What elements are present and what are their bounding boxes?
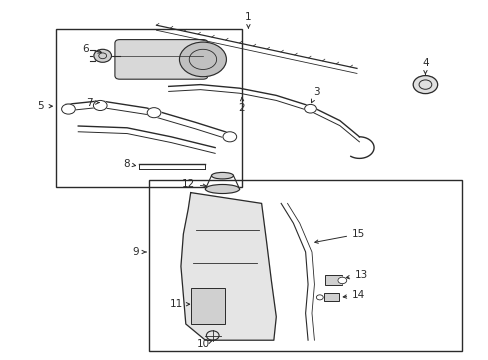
Circle shape	[337, 277, 346, 284]
Bar	[325, 275, 342, 285]
Text: 14: 14	[343, 290, 365, 300]
Circle shape	[179, 42, 226, 77]
Text: 13: 13	[346, 270, 367, 280]
Bar	[149, 180, 461, 351]
Circle shape	[93, 100, 107, 111]
Circle shape	[316, 295, 323, 300]
Circle shape	[94, 49, 111, 62]
Circle shape	[304, 104, 316, 113]
Circle shape	[412, 76, 437, 94]
Text: 4: 4	[421, 58, 428, 74]
Circle shape	[147, 108, 161, 118]
Bar	[56, 29, 242, 187]
Text: 15: 15	[314, 229, 365, 243]
Text: 3: 3	[311, 87, 320, 103]
Ellipse shape	[205, 185, 239, 194]
Text: 1: 1	[244, 12, 251, 28]
Text: 12: 12	[181, 179, 206, 189]
Text: 6: 6	[82, 44, 101, 54]
Circle shape	[223, 132, 236, 142]
Text: 2: 2	[238, 97, 245, 113]
Bar	[190, 288, 224, 324]
Text: 10: 10	[196, 339, 212, 349]
FancyBboxPatch shape	[115, 40, 207, 79]
Text: 5: 5	[37, 101, 44, 111]
Polygon shape	[181, 193, 276, 340]
Text: 9: 9	[132, 247, 139, 257]
Bar	[323, 293, 339, 301]
Circle shape	[61, 104, 75, 114]
Text: 7: 7	[86, 98, 99, 108]
Text: 11: 11	[169, 299, 189, 309]
Text: 8: 8	[122, 159, 135, 169]
Ellipse shape	[211, 172, 233, 179]
